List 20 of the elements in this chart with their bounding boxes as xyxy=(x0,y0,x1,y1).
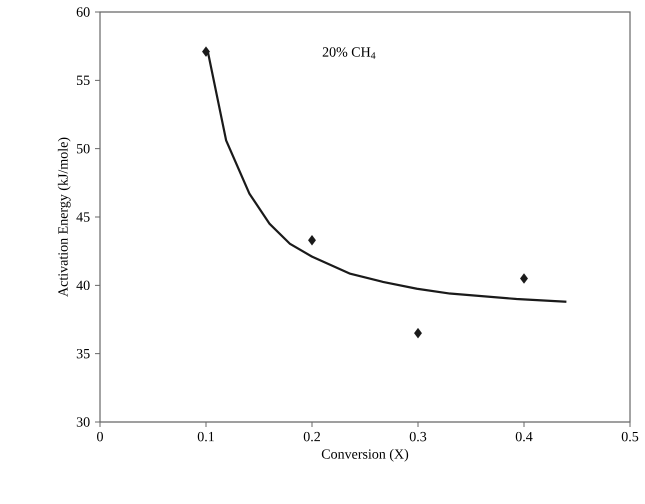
x-tick-label: 0.1 xyxy=(198,432,214,442)
x-tick-label: 0.3 xyxy=(410,432,426,442)
point xyxy=(414,328,422,338)
x-tick-label: 0.2 xyxy=(304,432,320,442)
x-tick-label: 0.4 xyxy=(516,432,533,442)
annotation: 20% CH$_{4}$ xyxy=(322,47,376,59)
y-tick-label: 40 xyxy=(76,280,90,290)
y-tick-label: 55 xyxy=(76,76,90,85)
y-tick-label: 30 xyxy=(76,417,90,427)
x-axis-title: Conversion (X) xyxy=(322,448,408,462)
point xyxy=(202,46,210,57)
y-axis-title: Activation Energy (kJ/mole) xyxy=(58,138,71,297)
x-tick-label: 0 xyxy=(97,432,103,442)
y-tick-label: 35 xyxy=(76,348,90,358)
point xyxy=(308,235,316,246)
x-tick-label: 0.5 xyxy=(622,432,638,442)
point xyxy=(520,273,528,284)
y-tick-label: 60 xyxy=(76,7,90,17)
y-tick-label: 45 xyxy=(76,212,90,222)
y-tick-label: 50 xyxy=(76,144,90,154)
